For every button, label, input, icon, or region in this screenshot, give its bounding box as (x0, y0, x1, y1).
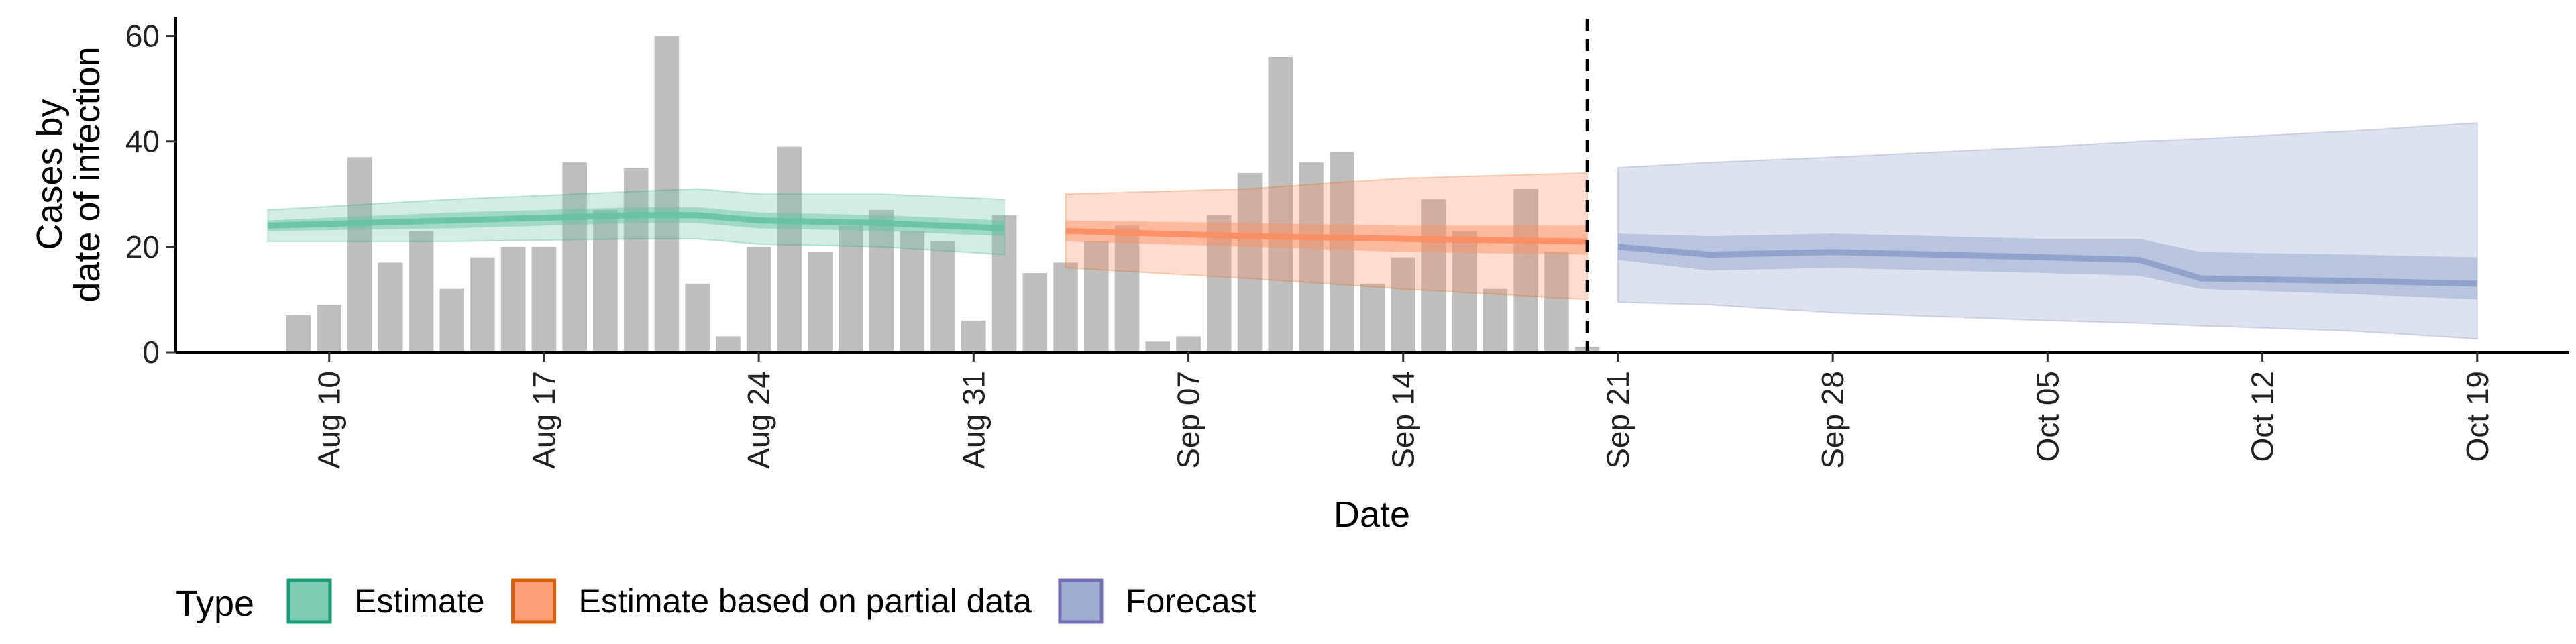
x-tick-label: Oct 12 (2245, 371, 2280, 462)
y-axis-title-line2: date of infection (67, 46, 107, 302)
axes-layer: 0 20 40 60 Aug 10 Aug 17 Aug 24 Aug 31 Sep 07 Sep… (125, 17, 2569, 469)
legend: Type Estimate Estimate based on partial d… (176, 578, 1256, 624)
case-bar (1084, 241, 1109, 352)
case-bar (1329, 152, 1354, 352)
case-bar (900, 231, 925, 352)
case-bar (593, 209, 618, 352)
case-bar (961, 320, 986, 352)
case-bar (654, 36, 680, 352)
case-bar (1391, 257, 1416, 352)
case-bar (347, 157, 372, 353)
case-bar (317, 305, 342, 352)
ribbon-50 (268, 207, 1005, 237)
x-tick-label: Aug 10 (312, 371, 347, 469)
legend-swatch (286, 578, 332, 624)
case-bar (623, 168, 649, 352)
x-tick-label: Sep 07 (1171, 371, 1206, 469)
x-tick-label: Aug 17 (527, 371, 561, 469)
case-bar (1452, 231, 1477, 352)
legend-label: Forecast (1126, 582, 1256, 620)
ribbons-layer (267, 122, 2478, 340)
case-bar (777, 146, 802, 353)
case-bar (869, 209, 894, 352)
legend-swatch (511, 578, 557, 624)
case-bar (716, 336, 741, 352)
x-tick-label: Sep 28 (1815, 371, 1850, 469)
case-bar (1513, 189, 1539, 352)
case-bar (1544, 252, 1569, 352)
legend-swatch (1058, 578, 1104, 624)
bars-layer (286, 36, 1600, 353)
case-bar (1176, 336, 1201, 352)
case-bar (930, 241, 955, 352)
case-bar (409, 231, 434, 352)
series-estimate-based-on-partial-data (1065, 172, 1589, 301)
legend-item: Estimate based on partial data (511, 578, 1032, 624)
case-bar (991, 215, 1017, 352)
ribbon-90 (267, 188, 1006, 256)
case-bar (1053, 262, 1078, 352)
legend-label: Estimate based on partial data (579, 582, 1032, 620)
case-bar (746, 246, 771, 352)
ribbon-90 (1617, 122, 2478, 340)
x-tick-label: Oct 05 (2030, 371, 2065, 462)
case-bar (531, 246, 557, 352)
case-bar (562, 162, 587, 352)
legend-title: Type (176, 584, 254, 624)
case-bar (1114, 225, 1140, 352)
median-line (268, 212, 1005, 231)
case-bar (1022, 273, 1048, 352)
y-tick-label: 40 (125, 124, 160, 159)
case-bar (439, 288, 464, 352)
y-axis-title-line1: Cases by (30, 99, 70, 250)
legend-item: Forecast (1058, 578, 1256, 624)
case-bar (839, 225, 863, 352)
case-bar (1268, 57, 1293, 352)
case-bar (286, 315, 311, 352)
case-bar (1237, 172, 1263, 352)
median-line (1617, 244, 2477, 287)
case-bar (1483, 288, 1508, 352)
case-bar (1421, 199, 1446, 352)
legend-item: Estimate (286, 578, 485, 624)
series-estimate (267, 188, 1006, 256)
case-bar (378, 262, 403, 352)
median-line (1065, 227, 1588, 245)
y-tick-label: 60 (125, 19, 160, 54)
case-bar (685, 283, 710, 352)
case-bar (500, 246, 526, 352)
case-bar (470, 257, 495, 352)
legend-label: Estimate (354, 582, 485, 620)
x-tick-label: Sep 14 (1386, 371, 1421, 469)
y-tick-label: 20 (125, 229, 160, 264)
case-bar (1145, 341, 1171, 352)
x-tick-label: Aug 31 (956, 371, 991, 469)
x-tick-label: Sep 21 (1601, 371, 1635, 469)
case-bar (1299, 162, 1324, 352)
series-forecast (1617, 122, 2478, 340)
y-tick-label: 0 (142, 335, 160, 370)
x-tick-label: Aug 24 (741, 371, 776, 469)
x-axis-title: Date (1334, 494, 1410, 535)
case-bar (1360, 283, 1385, 352)
case-bar (808, 252, 833, 352)
x-tick-label: Oct 19 (2460, 371, 2495, 462)
